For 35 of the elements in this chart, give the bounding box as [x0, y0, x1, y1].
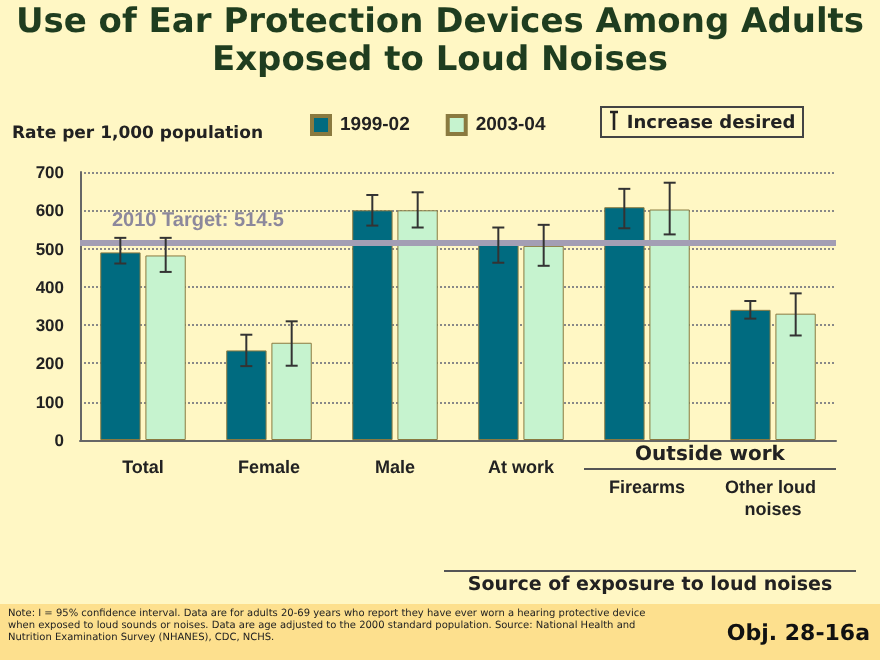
text: Obj. 28-16a	[724, 620, 870, 646]
y-tick-label: 700	[35, 162, 65, 182]
bar	[397, 210, 438, 440]
x-tick-label: Female	[237, 457, 301, 477]
text: Outside work	[584, 444, 836, 470]
legend-label: 1999-02	[340, 114, 410, 136]
bar	[226, 350, 267, 440]
bar	[352, 210, 393, 440]
bar	[478, 244, 519, 440]
y-tick-label: 300	[35, 315, 65, 336]
bar	[730, 309, 771, 440]
bar	[100, 252, 141, 440]
y-tick-label: 0	[54, 430, 65, 450]
bar	[775, 313, 816, 440]
x-tick-label: At work	[487, 457, 556, 477]
bar	[604, 207, 645, 440]
bar	[649, 209, 690, 440]
y-tick-label: 100	[35, 391, 65, 412]
x-tick-label: Male	[374, 457, 416, 477]
ref-line-label: 2010 Target: 514.5	[112, 210, 285, 233]
y-tick-label: 400	[35, 276, 65, 297]
x-tick-label: Firearms	[608, 477, 686, 497]
y-tick-label: 500	[35, 238, 65, 259]
x-tick-label: Total	[122, 457, 164, 477]
y-tick-label: 600	[35, 200, 65, 221]
bar	[145, 255, 186, 440]
legend-label: 2003-04	[475, 114, 547, 136]
bar	[523, 245, 564, 440]
text: Increase desired	[626, 114, 796, 134]
y-axis-title: Rate per 1,000 population	[12, 124, 263, 144]
chart-title: Use of Ear Protection Devices Among Adults Exposed to Loud Noises	[13, 2, 867, 80]
x-tick-label: Other loud noises	[725, 477, 821, 519]
y-tick-label: 200	[35, 353, 65, 374]
source-note: Source of exposure to loud noises	[444, 570, 856, 596]
bar	[271, 342, 312, 440]
